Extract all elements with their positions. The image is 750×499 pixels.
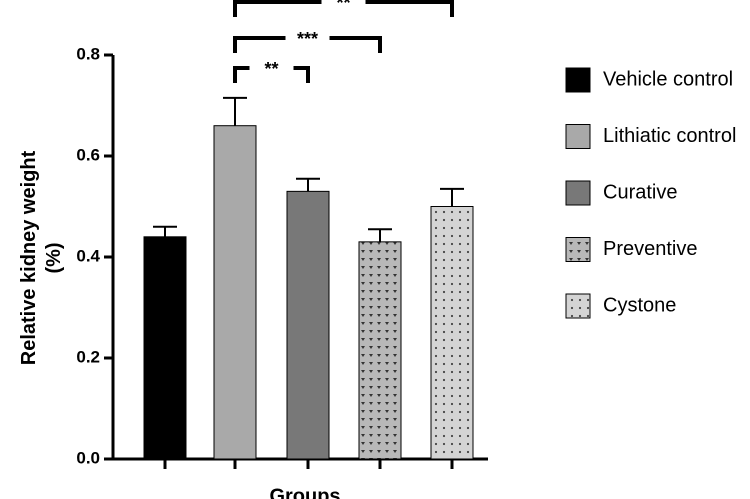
- legend-label: Lithiatic control: [603, 125, 736, 147]
- bar: [358, 241, 402, 460]
- x-axis-label: Groups: [269, 485, 340, 499]
- y-tick-label: 0.6: [76, 145, 100, 164]
- significance-label: **: [264, 59, 278, 79]
- y-axis-label-line: Relative kidney weight: [18, 150, 40, 365]
- y-tick-label: 0.0: [76, 448, 100, 467]
- legend-label: Preventive: [603, 238, 698, 260]
- legend-swatch: [565, 237, 591, 262]
- legend-label: Curative: [603, 181, 677, 203]
- significance-bracket: ***: [233, 29, 382, 53]
- legend-label: Cystone: [603, 294, 676, 316]
- y-axis-label-line: (%): [43, 242, 65, 273]
- y-tick-label: 0.8: [76, 44, 100, 63]
- bar: [430, 206, 474, 460]
- legend-swatch: [565, 293, 591, 319]
- y-tick-label: 0.4: [76, 246, 100, 265]
- legend-swatch: [565, 124, 591, 149]
- bar: [286, 190, 330, 460]
- legend-label: Vehicle control: [603, 68, 733, 90]
- legend-swatch: [565, 67, 591, 93]
- y-tick-label: 0.2: [76, 347, 100, 366]
- bar: [213, 125, 257, 460]
- significance-bracket: **: [233, 59, 310, 83]
- significance-bracket: **: [233, 0, 454, 17]
- y-axis-label: Relative kidney weight (%): [18, 150, 65, 365]
- legend-swatch: [565, 180, 591, 206]
- bar: [143, 236, 187, 460]
- significance-label: ***: [297, 29, 318, 49]
- significance-label: **: [336, 0, 350, 13]
